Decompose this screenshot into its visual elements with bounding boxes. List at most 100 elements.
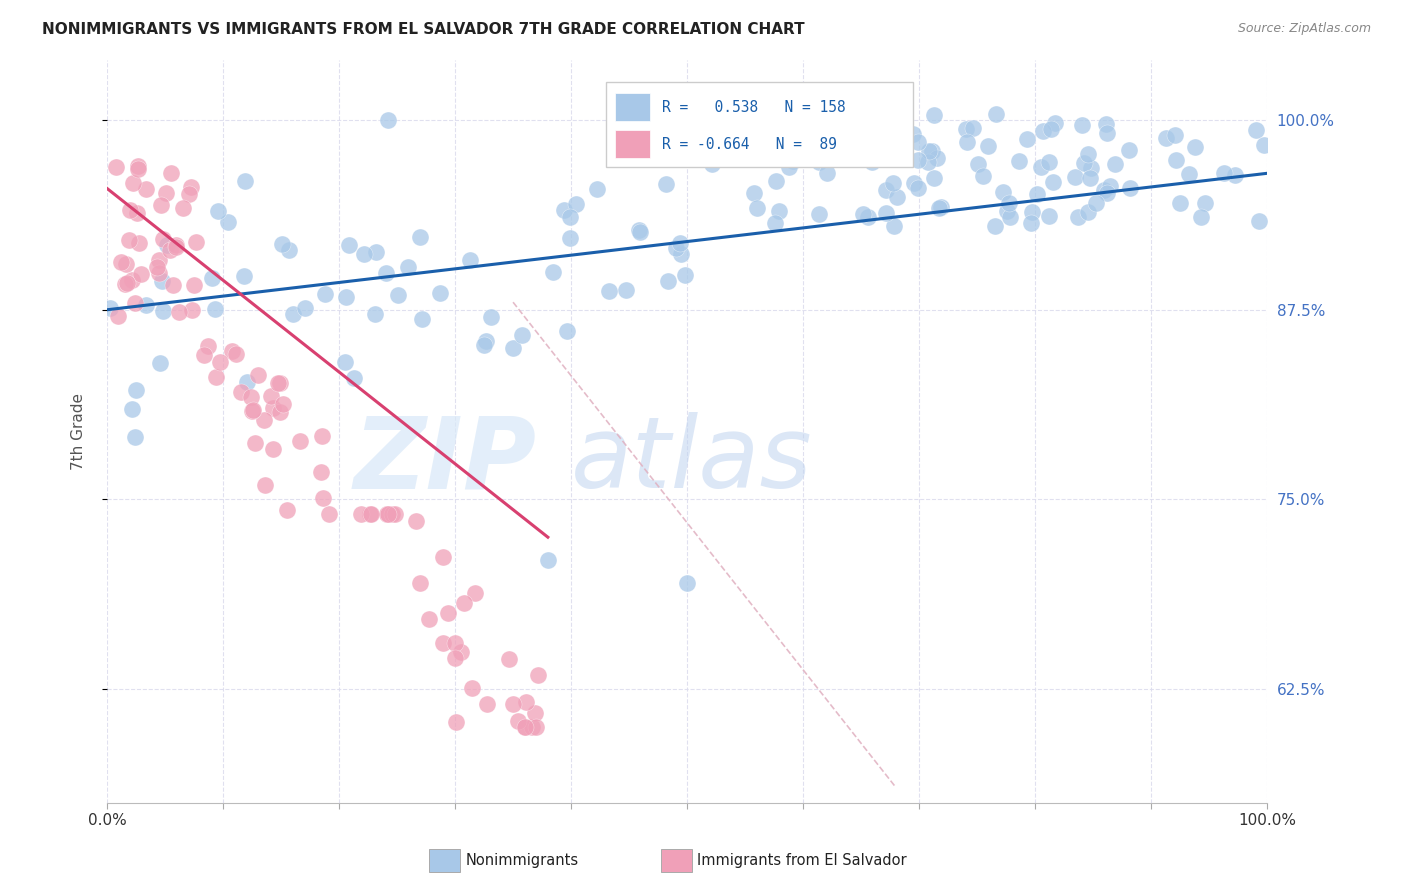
Point: [118, 233, 141, 247]
Point: [160, 165, 183, 179]
Point: [309, 466, 332, 480]
Point: [364, 244, 387, 259]
Point: [201, 270, 224, 285]
Point: [127, 161, 149, 176]
Point: [730, 136, 752, 151]
Point: [384, 508, 406, 522]
Point: [294, 301, 316, 315]
Point: [984, 219, 1007, 233]
Point: [184, 235, 207, 250]
Point: [993, 185, 1015, 199]
Point: [172, 201, 194, 215]
Point: [778, 160, 800, 174]
Point: [860, 114, 883, 128]
Point: [1189, 211, 1212, 225]
Point: [409, 575, 432, 590]
Point: [903, 176, 925, 190]
Point: [955, 122, 977, 136]
Point: [515, 695, 537, 709]
Point: [283, 307, 305, 321]
Point: [995, 204, 1018, 219]
Point: [233, 173, 256, 187]
Point: [882, 176, 904, 190]
Point: [364, 307, 387, 321]
Text: Nonimmigrants: Nonimmigrants: [465, 854, 578, 868]
Point: [396, 260, 419, 274]
Point: [1156, 130, 1178, 145]
Point: [1168, 195, 1191, 210]
Point: [1223, 168, 1246, 182]
Point: [387, 288, 409, 302]
Point: [1067, 210, 1090, 224]
Point: [475, 698, 498, 712]
Point: [409, 230, 432, 244]
Point: [524, 720, 547, 734]
Point: [418, 612, 440, 626]
Point: [155, 186, 177, 201]
Point: [763, 216, 786, 230]
Point: [233, 268, 256, 283]
Point: [135, 181, 157, 195]
Point: [1104, 156, 1126, 170]
Point: [526, 667, 548, 681]
Point: [1042, 175, 1064, 189]
Point: [1080, 161, 1102, 175]
Point: [114, 277, 136, 291]
Point: [685, 116, 707, 130]
Point: [628, 225, 651, 239]
Point: [290, 434, 312, 449]
Point: [432, 636, 454, 650]
Point: [875, 144, 897, 158]
Point: [197, 339, 219, 353]
Point: [543, 265, 565, 279]
Point: [124, 296, 146, 310]
Point: [104, 160, 127, 174]
Point: [1031, 124, 1053, 138]
Point: [1184, 140, 1206, 154]
Point: [167, 304, 190, 318]
Point: [115, 257, 138, 271]
Point: [429, 285, 451, 300]
Point: [180, 303, 202, 318]
Point: [149, 356, 172, 370]
Point: [669, 247, 692, 261]
Point: [807, 207, 830, 221]
Point: [842, 144, 865, 158]
Point: [247, 368, 270, 382]
Point: [221, 343, 243, 358]
Point: [1253, 137, 1275, 152]
Point: [135, 298, 157, 312]
Point: [236, 375, 259, 389]
Point: [852, 113, 875, 128]
Bar: [616, 130, 650, 159]
Point: [229, 385, 252, 400]
Point: [1021, 204, 1043, 219]
Point: [343, 371, 366, 385]
Y-axis label: 7th Grade: 7th Grade: [72, 392, 86, 469]
Point: [262, 442, 284, 456]
Point: [165, 239, 187, 253]
Point: [98, 301, 121, 315]
Point: [149, 198, 172, 212]
Point: [1071, 119, 1094, 133]
Point: [1064, 169, 1087, 184]
Point: [375, 508, 398, 522]
Point: [875, 183, 897, 197]
Point: [1118, 144, 1140, 158]
Point: [165, 237, 187, 252]
Point: [768, 203, 790, 218]
Point: [124, 383, 146, 397]
Point: [808, 155, 831, 169]
Point: [273, 397, 295, 411]
Point: [1212, 166, 1234, 180]
Point: [742, 186, 765, 200]
Point: [1098, 179, 1121, 194]
Point: [350, 508, 373, 522]
Point: [1164, 128, 1187, 142]
Point: [311, 429, 333, 443]
Point: [252, 413, 274, 427]
Point: [724, 127, 747, 141]
Point: [997, 196, 1019, 211]
Point: [269, 376, 291, 391]
Point: [318, 508, 340, 522]
